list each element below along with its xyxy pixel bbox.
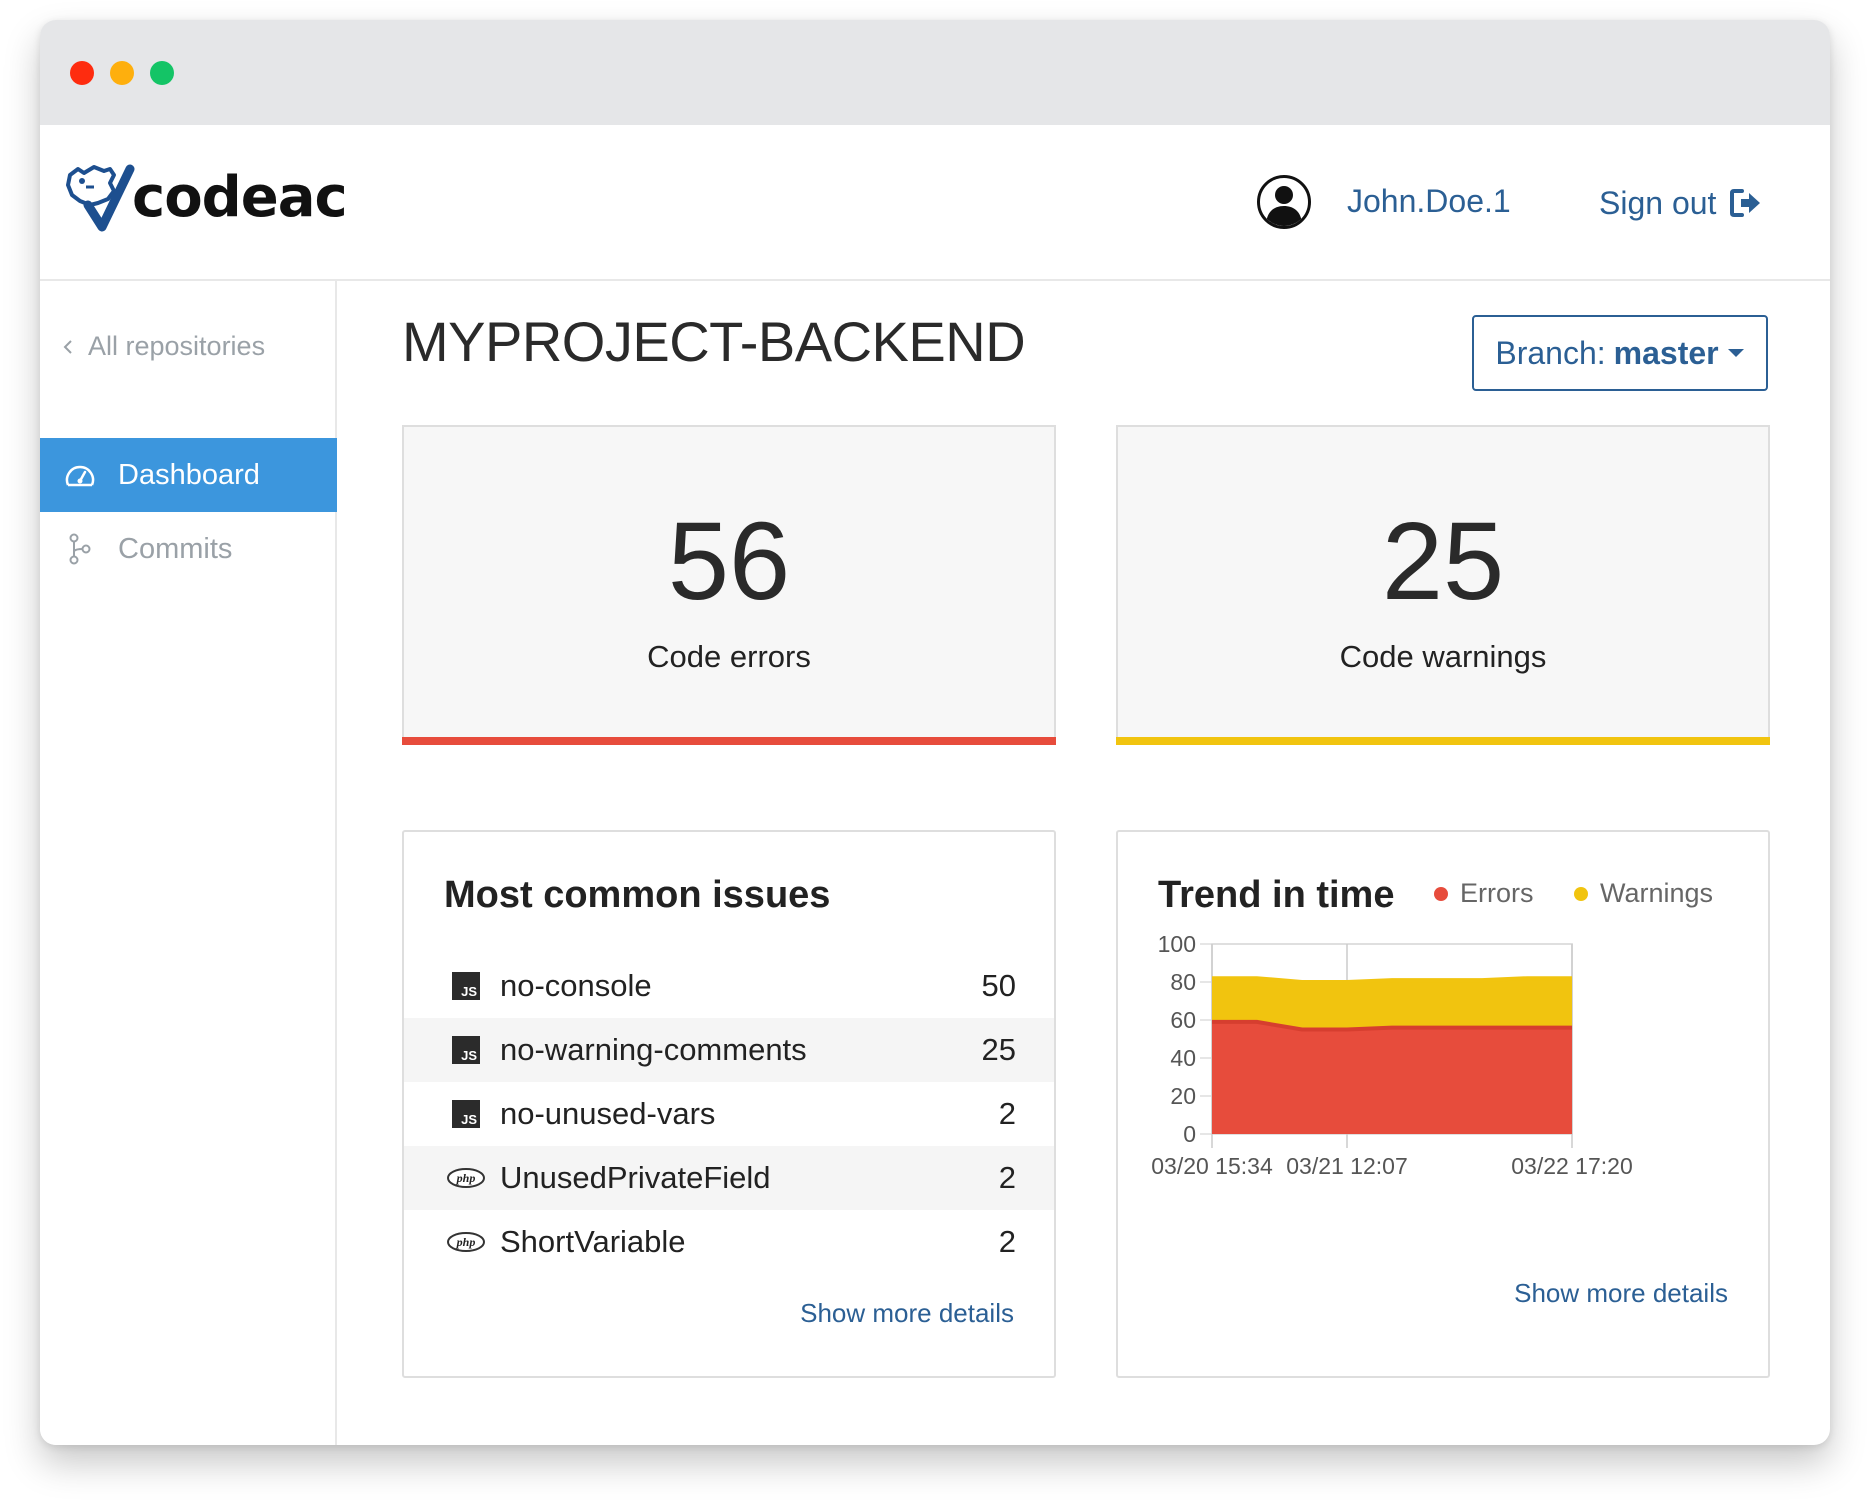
issues-panel-title: Most common issues	[444, 874, 831, 916]
y-tick-label: 80	[1170, 969, 1196, 995]
trend-show-more-link[interactable]: Show more details	[1514, 1278, 1728, 1308]
y-tick-label: 20	[1170, 1083, 1196, 1109]
warnings-legend-dot	[1574, 886, 1588, 901]
window-titlebar	[40, 20, 1830, 125]
branch-prefix: Branch:	[1495, 334, 1606, 371]
zoom-window-button[interactable]	[150, 61, 174, 85]
errors-line	[1212, 1019, 1572, 1032]
sidebar: All repositories Dashboard Commits	[40, 281, 337, 1445]
issue-count: 2	[998, 1224, 1016, 1259]
javascript-icon: JS	[446, 1036, 486, 1064]
warnings-accent-bar	[1116, 737, 1770, 745]
issue-row[interactable]: php UnusedPrivateField 2	[404, 1146, 1054, 1210]
chevron-left-icon	[63, 339, 72, 354]
warnings-line	[1212, 976, 1572, 984]
minimize-window-button[interactable]	[110, 61, 134, 85]
close-window-button[interactable]	[70, 61, 94, 85]
trend-in-time-panel: Trend in time Errors Warnings 0 20 40 60 80 1…	[1116, 830, 1770, 1378]
issue-name: no-console	[500, 968, 652, 1003]
issue-row[interactable]: JS no-warning-comments 25	[404, 1018, 1054, 1082]
issue-count: 2	[998, 1096, 1016, 1131]
codeac-logo[interactable]: codeac	[64, 161, 364, 241]
sidebar-item-commits[interactable]: Commits	[40, 512, 337, 586]
svg-text:php: php	[456, 1235, 476, 1249]
logo-text: codeac	[132, 165, 348, 230]
code-errors-count: 56	[667, 500, 791, 623]
issue-count: 25	[981, 1032, 1016, 1067]
errors-area	[1212, 1021, 1572, 1134]
issue-count: 2	[998, 1160, 1016, 1195]
y-tick-label: 60	[1170, 1007, 1196, 1033]
sidebar-item-label: Dashboard	[118, 458, 260, 491]
app-header: codeac John.Doe.1 Sign out	[40, 125, 1830, 281]
issue-row[interactable]: php ShortVariable 2	[404, 1210, 1054, 1274]
page-title: MYPROJECT-BACKEND	[402, 310, 1026, 373]
svg-text:php: php	[456, 1171, 476, 1185]
javascript-icon: JS	[446, 1100, 486, 1128]
x-tick-label: 03/20 15:34	[1151, 1153, 1273, 1179]
javascript-icon: JS	[446, 972, 486, 1000]
legend-warnings[interactable]: Warnings	[1574, 878, 1713, 909]
username-link[interactable]: John.Doe.1	[1347, 183, 1511, 219]
git-branch-icon	[69, 533, 91, 565]
issue-row[interactable]: JS no-unused-vars 2	[404, 1082, 1054, 1146]
issue-name: ShortVariable	[500, 1224, 686, 1259]
bear-shield-icon	[66, 164, 135, 232]
errors-legend-dot	[1434, 886, 1448, 901]
code-warnings-card[interactable]: 25 Code warnings	[1116, 425, 1770, 745]
warnings-area	[1212, 978, 1572, 1030]
app-window: codeac John.Doe.1 Sign out All repositor…	[40, 20, 1830, 1445]
php-icon: php	[446, 1164, 486, 1192]
all-repositories-label: All repositories	[88, 331, 266, 361]
legend-label: Warnings	[1600, 878, 1714, 908]
y-tick-label: 100	[1158, 931, 1196, 957]
issues-show-more-link[interactable]: Show more details	[800, 1298, 1014, 1328]
caret-down-icon	[1727, 349, 1744, 357]
branch-value: master	[1613, 334, 1719, 371]
issue-name: no-unused-vars	[500, 1096, 716, 1131]
sidebar-item-label: Commits	[118, 532, 233, 565]
code-errors-label: Code errors	[647, 639, 811, 674]
issue-row[interactable]: JS no-console 50	[404, 954, 1054, 1018]
legend-errors[interactable]: Errors	[1434, 878, 1534, 909]
sidebar-item-dashboard[interactable]: Dashboard	[40, 438, 337, 512]
branch-dropdown[interactable]: Branch: master	[1472, 315, 1768, 391]
issue-count: 50	[981, 968, 1016, 1003]
errors-accent-bar	[402, 737, 1056, 745]
code-warnings-label: Code warnings	[1339, 639, 1547, 674]
speedometer-icon	[65, 465, 95, 487]
issue-name: UnusedPrivateField	[500, 1160, 771, 1195]
y-tick-label: 0	[1183, 1121, 1196, 1147]
user-silhouette-icon	[1266, 186, 1302, 226]
trend-chart[interactable]: 0 20 40 60 80 100 03/20 15:34 03/21 12:07 03/22 …	[1118, 832, 1768, 1376]
y-tick-label: 40	[1170, 1045, 1196, 1071]
user-avatar[interactable]	[1257, 175, 1311, 229]
x-tick-label: 03/21 12:07	[1286, 1153, 1408, 1179]
sign-out-icon	[1730, 189, 1761, 217]
most-common-issues-panel: Most common issues JS no-console 50 JS n…	[402, 830, 1056, 1378]
all-repositories-link[interactable]: All repositories	[62, 331, 265, 362]
trend-panel-title: Trend in time	[1158, 874, 1395, 916]
legend-label: Errors	[1460, 878, 1534, 908]
issue-name: no-warning-comments	[500, 1032, 807, 1067]
sign-out-button[interactable]: Sign out	[1599, 183, 1762, 223]
code-errors-card[interactable]: 56 Code errors	[402, 425, 1056, 745]
php-icon: php	[446, 1228, 486, 1256]
sign-out-label: Sign out	[1599, 185, 1717, 221]
x-tick-label: 03/22 17:20	[1511, 1153, 1633, 1179]
code-warnings-count: 25	[1381, 500, 1505, 623]
